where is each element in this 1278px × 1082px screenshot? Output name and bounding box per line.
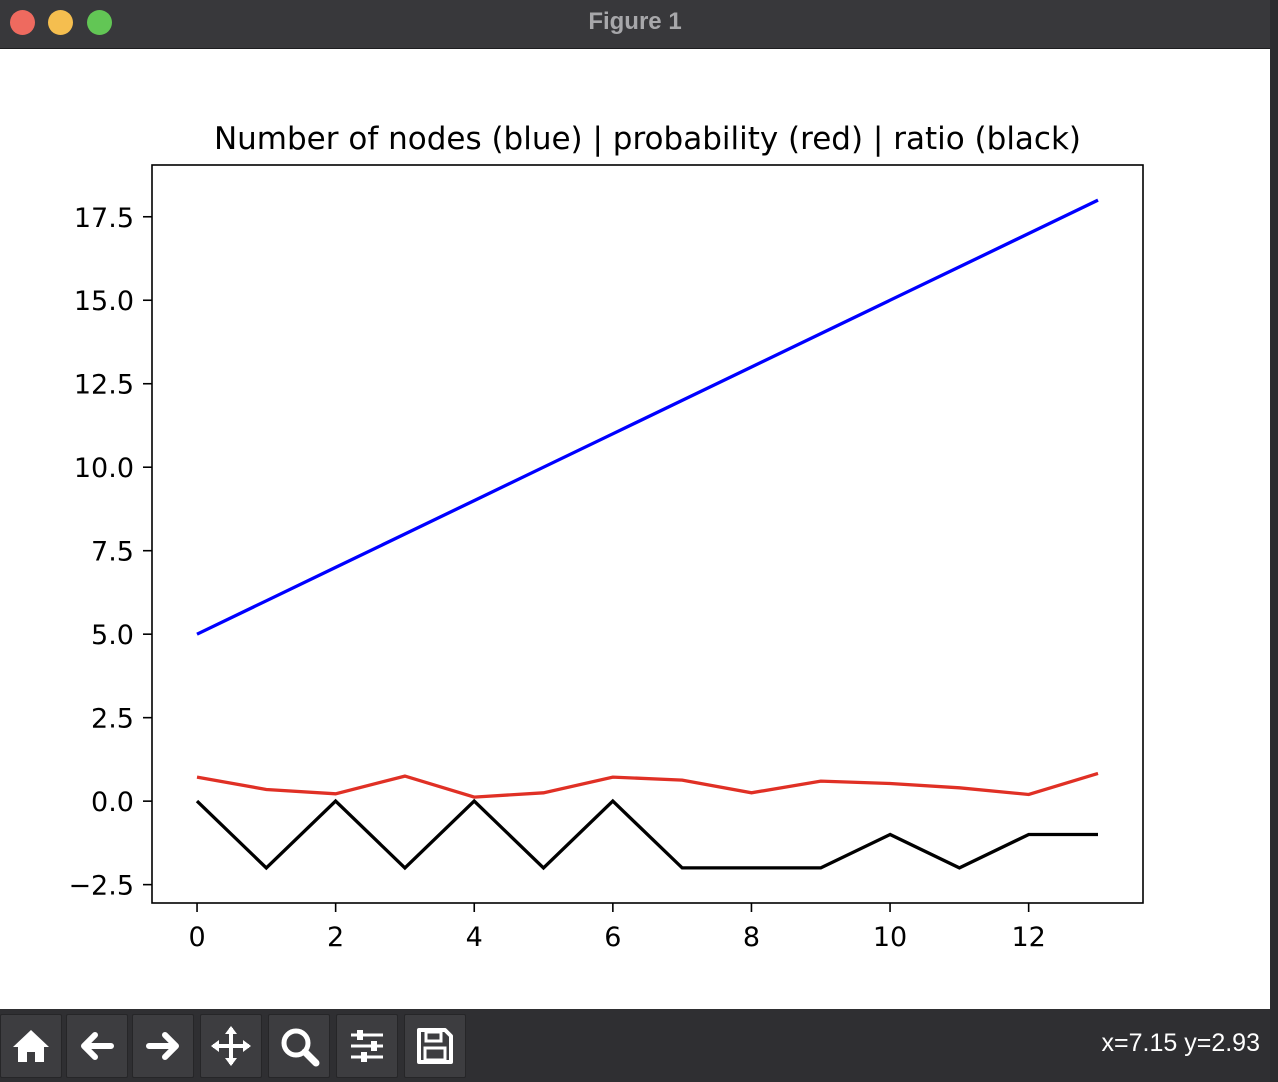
y-tick-label: 2.5 — [91, 704, 134, 735]
sliders-icon — [351, 1030, 383, 1062]
x-tick-label: 0 — [188, 922, 205, 953]
y-tick-label: −2.5 — [68, 871, 134, 902]
forward-button[interactable] — [132, 1014, 194, 1078]
magnifier-icon — [281, 1028, 320, 1067]
cursor-coordinates: x=7.15 y=2.93 — [1101, 1029, 1260, 1057]
x-tick-label: 4 — [466, 922, 483, 953]
series-line-number-of-nodes — [196, 198, 1099, 636]
home-button[interactable] — [0, 1014, 62, 1078]
y-tick-label: 17.5 — [74, 203, 134, 234]
series-line-ratio — [195, 798, 1098, 871]
arrow-right-icon — [146, 1032, 179, 1060]
back-button[interactable] — [66, 1014, 128, 1078]
x-tick-label: 10 — [873, 922, 907, 953]
floppy-disk-icon — [417, 1028, 453, 1064]
move-icon — [211, 1026, 251, 1066]
y-tick-label: 7.5 — [91, 537, 134, 568]
x-tick-label: 12 — [1011, 922, 1045, 953]
configure-subplots-button[interactable] — [336, 1014, 398, 1078]
close-window-button[interactable] — [10, 10, 35, 35]
arrow-left-icon — [81, 1032, 114, 1060]
navigation-toolbar: x=7.15 y=2.93 — [0, 1009, 1270, 1082]
y-tick-label: 12.5 — [74, 370, 134, 401]
minimize-window-button[interactable] — [48, 10, 73, 35]
series-line-probability — [196, 771, 1099, 799]
window-edge — [1270, 0, 1278, 1082]
y-tick-label: 0.0 — [91, 787, 134, 818]
plot-frame — [151, 164, 1144, 904]
y-tick-label: 5.0 — [91, 620, 134, 651]
x-tick-label: 2 — [327, 922, 344, 953]
title-bar: Figure 1 — [0, 0, 1270, 49]
x-tick-label: 8 — [743, 922, 760, 953]
chart-title: Number of nodes (blue) | probability (re… — [214, 121, 1081, 157]
window-title: Figure 1 — [588, 8, 682, 35]
x-tick-label: 6 — [604, 922, 621, 953]
y-tick-label: 10.0 — [74, 453, 134, 484]
y-tick-label: 15.0 — [74, 286, 134, 317]
save-button[interactable] — [404, 1014, 466, 1078]
figure-canvas[interactable]: Number of nodes (blue) | probability (re… — [0, 49, 1270, 1009]
maximize-window-button[interactable] — [87, 10, 112, 35]
zoom-button[interactable] — [268, 1014, 330, 1078]
pan-button[interactable] — [200, 1014, 262, 1078]
line-chart: Number of nodes (blue) | probability (re… — [68, 121, 1144, 953]
home-icon — [13, 1030, 49, 1062]
